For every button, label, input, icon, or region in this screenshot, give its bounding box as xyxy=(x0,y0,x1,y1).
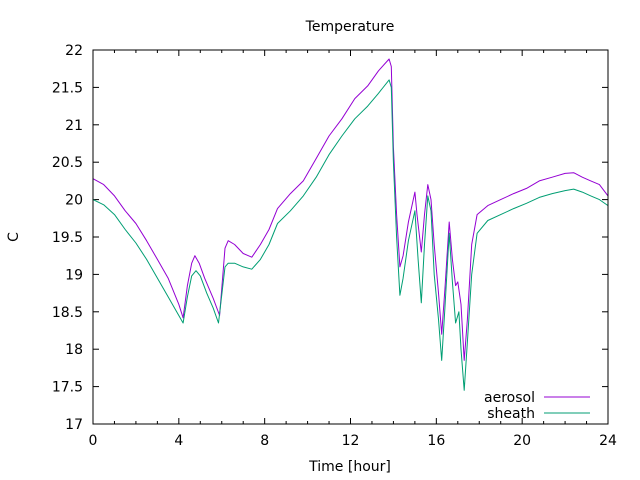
series-line-aerosol xyxy=(92,58,609,361)
x-tick-label: 12 xyxy=(342,433,360,449)
chart-title: Temperature xyxy=(305,19,395,35)
y-tick-label: 17 xyxy=(65,417,83,433)
y-tick-label: 21.5 xyxy=(52,80,83,96)
x-axis-label: Time [hour] xyxy=(308,459,391,475)
y-tick-label: 17.5 xyxy=(52,380,83,396)
y-tick-label: 18.5 xyxy=(52,305,83,321)
y-tick-label: 19.5 xyxy=(52,230,83,246)
x-tick-label: 8 xyxy=(260,433,269,449)
y-tick-label: 20.5 xyxy=(52,155,83,171)
series-lines xyxy=(92,58,609,391)
y-tick-label: 20 xyxy=(65,193,83,209)
y-tick-label: 21 xyxy=(65,118,83,134)
x-tick-label: 4 xyxy=(174,433,183,449)
x-tick-label: 16 xyxy=(427,433,445,449)
x-tick-label: 24 xyxy=(599,433,617,449)
y-axis-label: C xyxy=(6,232,22,242)
plot-area-frame xyxy=(92,49,609,425)
y-tick-label: 22 xyxy=(65,43,83,59)
series-line-sheath xyxy=(92,79,609,391)
y-tick-label: 18 xyxy=(65,342,83,358)
y-tick-label: 19 xyxy=(65,267,83,283)
legend-label-aerosol: aerosol xyxy=(484,390,535,406)
x-tick-label: 0 xyxy=(89,433,98,449)
x-tick-label: 20 xyxy=(513,433,531,449)
legend-label-sheath: sheath xyxy=(487,406,535,422)
axis-ticks: 17 17.5 18 18.5 19 19.5 20 20.5 21 21.5 22 0 4 8 12 16 2… xyxy=(52,43,617,449)
